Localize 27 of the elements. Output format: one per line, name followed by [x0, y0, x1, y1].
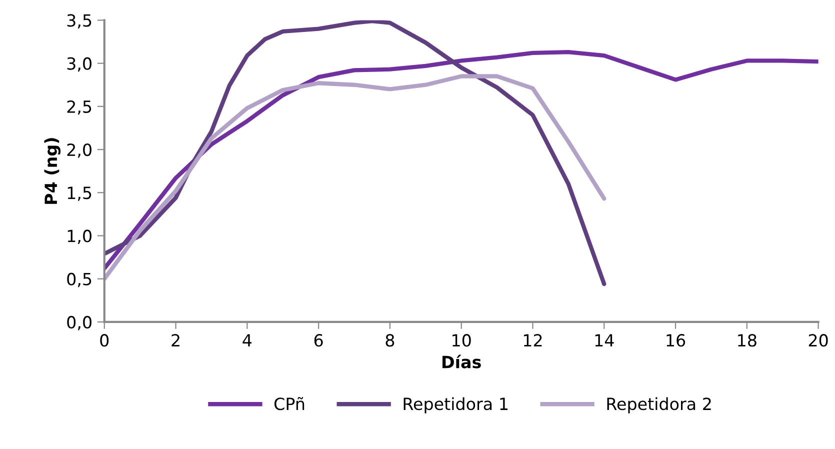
y-tick-label: 2,0 — [67, 143, 92, 158]
line-series — [104, 74, 606, 281]
legend-label: Repetidora 1 — [404, 397, 508, 414]
legend-label: CPñ — [274, 396, 304, 410]
legend-label: Repetidora 2 — [607, 397, 711, 414]
y-axis-title: P4 (ng) — [44, 138, 61, 204]
x-tick-label: 14 — [595, 334, 614, 346]
x-tick-label: 0 — [100, 334, 109, 347]
x-tick-label: 18 — [738, 334, 756, 347]
x-tick-label: 20 — [808, 334, 828, 347]
y-tick-label: 3,0 — [67, 57, 92, 72]
x-tick-label: 16 — [666, 334, 686, 347]
x-axis-title: Días — [442, 354, 481, 368]
y-tick-label: 1,5 — [68, 186, 92, 201]
x-tick-label: 2 — [172, 334, 180, 346]
x-tick-label: 12 — [524, 334, 542, 346]
y-tick-label: 0,5 — [67, 272, 92, 288]
x-tick-label: 6 — [314, 334, 323, 347]
y-tick-label: 1,0 — [68, 230, 92, 244]
y-tick-label: 2,5 — [67, 100, 92, 115]
line-series — [104, 50, 818, 271]
y-tick-label: 0,0 — [67, 316, 92, 330]
line-series — [104, 20, 606, 286]
x-tick-label: 8 — [386, 334, 394, 347]
y-tick-label: 3,5 — [67, 14, 92, 28]
x-tick-label: 10 — [452, 334, 471, 347]
x-tick-label: 4 — [242, 334, 252, 346]
